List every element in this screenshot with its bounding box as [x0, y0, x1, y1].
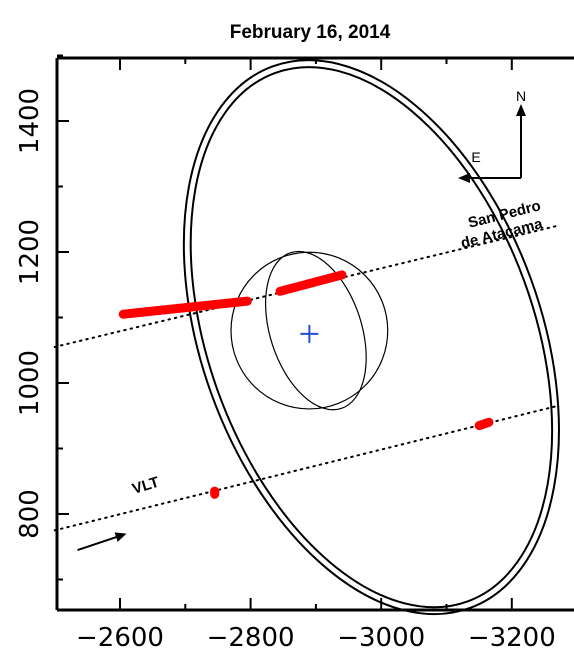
- y-tick-label: 800: [15, 489, 45, 539]
- inner-circle: [230, 251, 389, 410]
- chart-title: February 16, 2014: [230, 22, 391, 43]
- east-label: E: [471, 149, 480, 165]
- chord-segment: [474, 417, 494, 431]
- y-tick-label: 1200: [15, 219, 45, 285]
- chord-line: [53, 224, 559, 348]
- north-arrowhead: [516, 104, 526, 116]
- east-arrowhead: [458, 173, 470, 183]
- y-tick-labels: 800 1000 1200 1400: [15, 88, 45, 539]
- motion-arrow: [77, 534, 121, 551]
- x-tick-label: −2800: [207, 623, 295, 651]
- compass: N E: [458, 88, 526, 183]
- chord-segment: [118, 296, 252, 319]
- x-tick-labels: −2600 −2800 −3000 −3200: [76, 623, 556, 651]
- plot-area: [53, 59, 560, 616]
- axis-ticks: [57, 54, 513, 610]
- x-tick-label: −2600: [76, 623, 164, 651]
- north-label: N: [516, 88, 526, 104]
- outer-ellipse: [182, 59, 560, 616]
- x-tick-label: −3000: [337, 623, 425, 651]
- chord-label-bottom: VLT: [130, 474, 161, 498]
- crescent-edge: [265, 250, 367, 411]
- chord-label-top: San Pedro de Atacama: [459, 197, 545, 252]
- chord-line: [53, 404, 559, 532]
- chord-segment: [275, 270, 347, 296]
- y-tick-label: 1400: [15, 88, 45, 154]
- x-tick-label: −3200: [468, 623, 556, 651]
- motion-arrowhead: [114, 532, 127, 542]
- outer-ellipse-inner: [189, 66, 554, 609]
- y-tick-label: 1000: [15, 350, 45, 416]
